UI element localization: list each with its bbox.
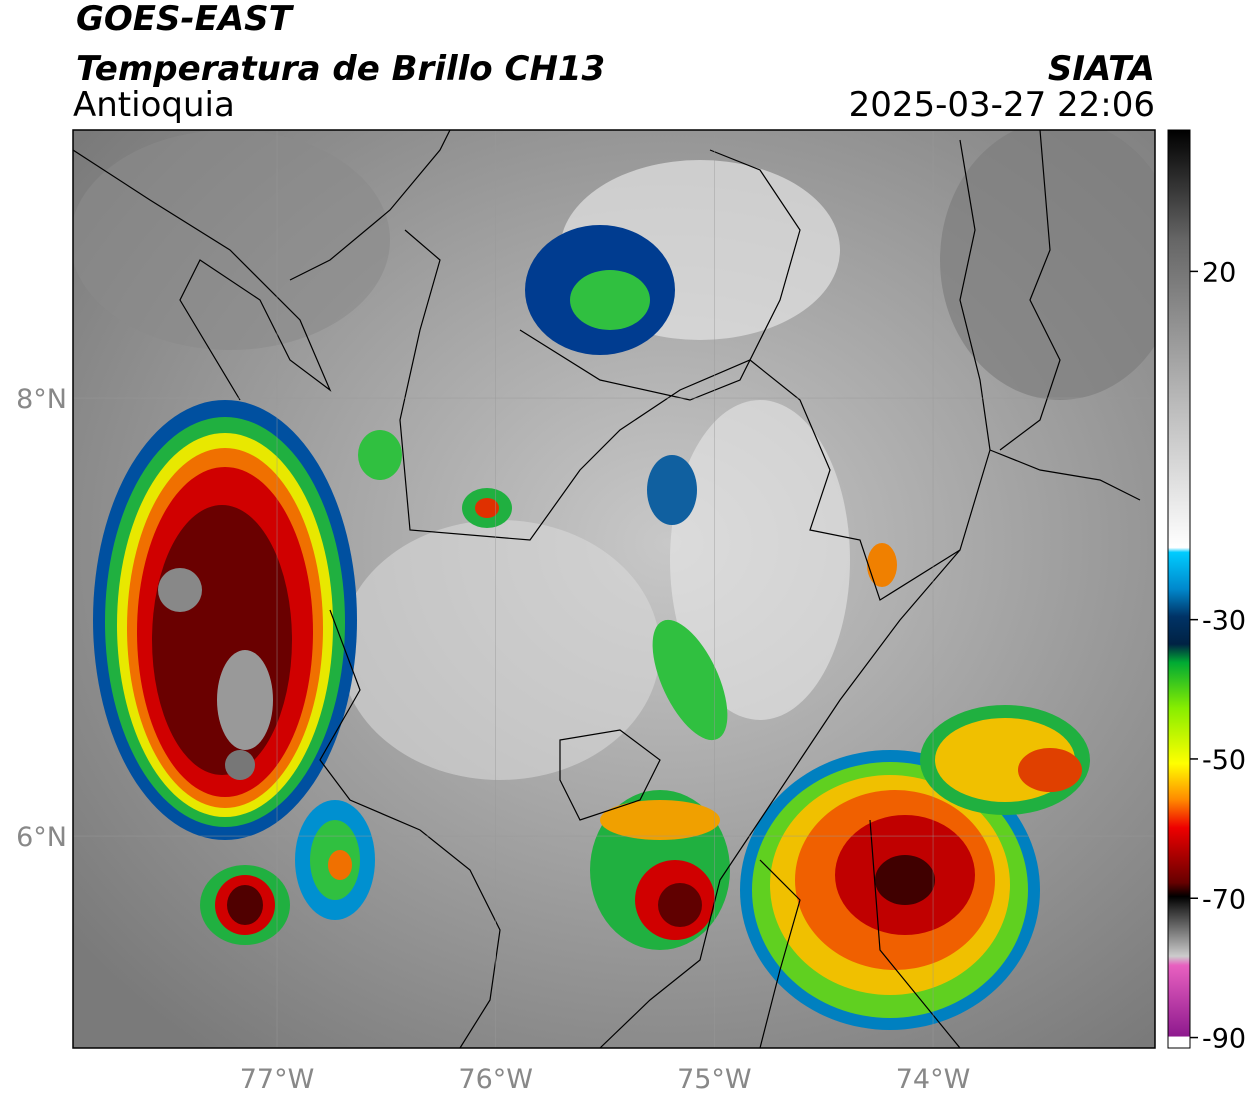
colorbar-tick-label: -70	[1202, 884, 1246, 915]
y-tick-label: 6°N	[16, 822, 67, 853]
title: GOES-EAST	[76, 0, 295, 39]
colorbar-tick-label: -30	[1202, 606, 1246, 637]
colorbar-tick-label: 20	[1202, 257, 1236, 288]
colorbar	[1167, 129, 1191, 1049]
region: Antioquia	[73, 85, 235, 125]
axis-ticks: 77°W 76°W 75°W 74°W 8°N 6°N	[16, 384, 970, 1095]
colorbar-tick-label: -50	[1202, 745, 1246, 776]
map-image	[73, 130, 1155, 1048]
grid	[73, 130, 1155, 1048]
map-frame	[72, 129, 1156, 1049]
datetime: 2025-03-27 22:06	[849, 85, 1155, 125]
y-tick-label: 8°N	[16, 384, 67, 415]
x-tick-label: 75°W	[677, 1064, 752, 1095]
source: SIATA	[1048, 49, 1155, 89]
colorbar-tick-label: -90	[1202, 1024, 1246, 1055]
x-tick-label: 77°W	[240, 1064, 315, 1095]
x-tick-label: 76°W	[458, 1064, 533, 1095]
colorbar-ticks: 20 -30 -50 -70 -90	[1190, 257, 1246, 1055]
subtitle: Temperatura de Brillo CH13	[76, 49, 605, 89]
x-tick-label: 74°W	[896, 1064, 971, 1095]
